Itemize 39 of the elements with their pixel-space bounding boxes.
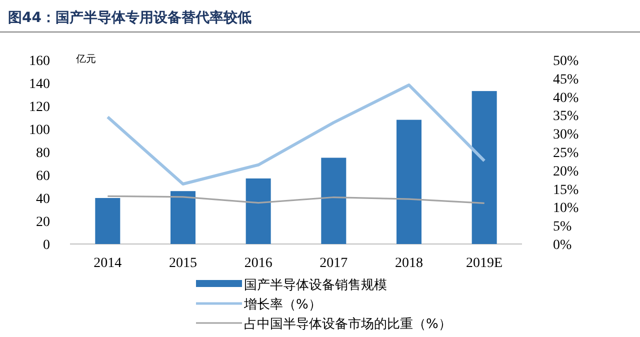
y-axis-title: 亿元: [75, 54, 96, 65]
y2-tick-label: 15%: [553, 182, 579, 198]
line-series: [106, 195, 486, 204]
y-tick-label: 140: [29, 77, 50, 92]
legend-label: 占中国半导体设备市场的比重（%）: [244, 317, 452, 332]
y2-tick-label: 0%: [553, 238, 572, 253]
y2-tick-label: 45%: [553, 72, 579, 88]
y-tick-label: 80: [36, 146, 50, 161]
y2-tick-label: 25%: [553, 146, 579, 161]
bar: [396, 120, 422, 244]
x-tick-label: 2014: [94, 256, 122, 271]
y2-tick-label: 20%: [553, 164, 579, 180]
legend-label: 国产半导体设备销售规模: [244, 278, 387, 293]
x-tick-label: 2015: [169, 256, 197, 271]
bar: [170, 191, 196, 244]
legend-label: 增长率（%）: [243, 296, 322, 312]
y-tick-label: 160: [29, 54, 50, 69]
y2-tick-label: 5%: [553, 220, 572, 235]
x-tick-label: 2016: [244, 256, 272, 271]
y-tick-label: 20: [36, 215, 50, 230]
bar: [472, 91, 497, 244]
x-tick-label: 2019E: [466, 256, 503, 271]
bar: [95, 198, 120, 244]
bar: [321, 158, 346, 244]
y2-tick-label: 50%: [553, 54, 579, 69]
bar: [246, 178, 271, 244]
y2-tick-label: 10%: [553, 201, 579, 216]
y2-tick-label: 40%: [553, 90, 579, 106]
y-tick-label: 0: [43, 238, 50, 253]
x-tick-label: 2017: [320, 256, 348, 271]
chart-title: 图44：国产半导体专用设备替代率较低: [8, 9, 252, 26]
y2-tick-label: 35%: [553, 109, 579, 124]
x-tick-label: 2018: [395, 256, 423, 271]
y-tick-label: 60: [36, 169, 50, 184]
line-series: [106, 84, 486, 186]
y-tick-label: 40: [36, 192, 50, 207]
y-tick-label: 100: [29, 123, 50, 138]
y-tick-label: 120: [29, 100, 50, 115]
y2-tick-label: 30%: [553, 128, 579, 143]
